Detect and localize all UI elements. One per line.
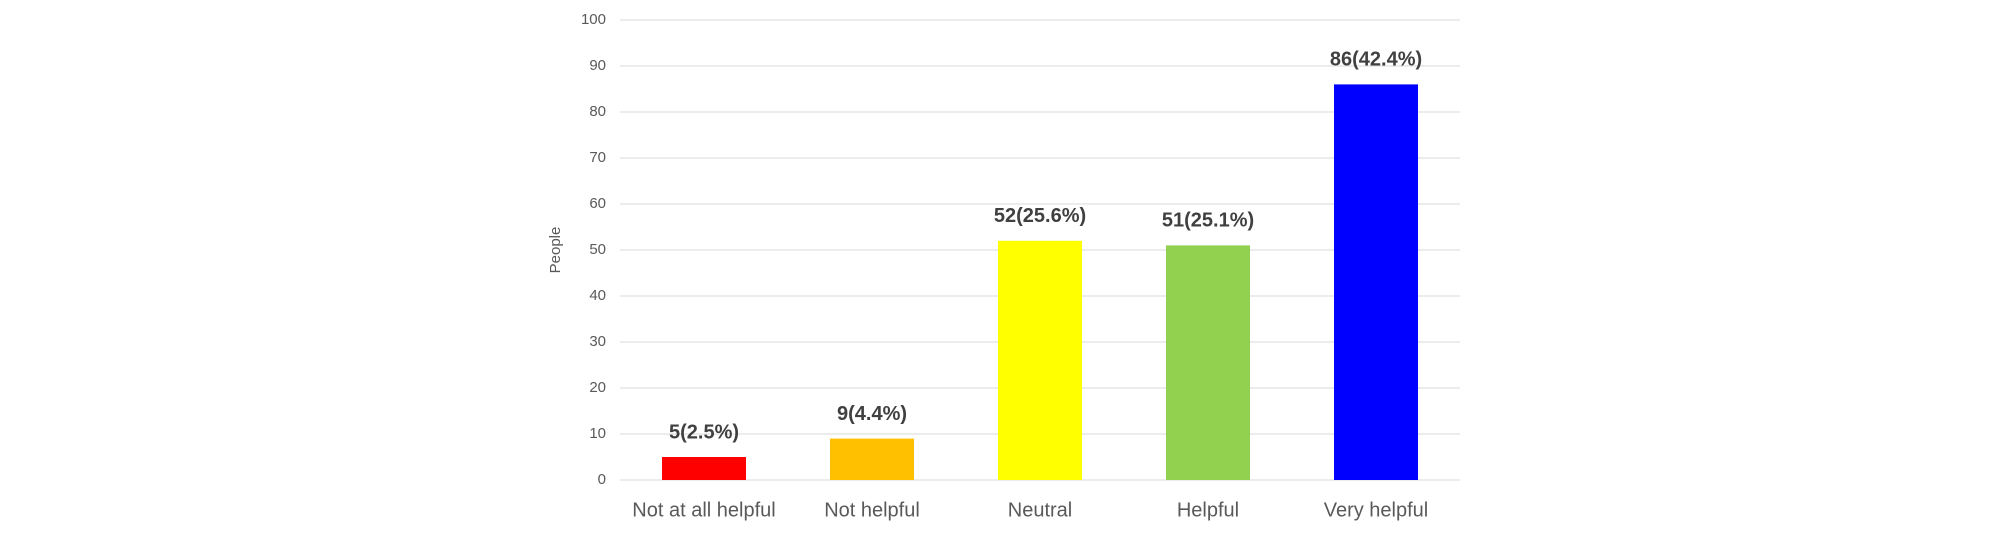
y-tick-label: 30 [589,333,606,350]
bar [662,457,746,480]
y-axis-label: People [547,227,564,274]
x-tick-label: Neutral [1008,499,1072,521]
y-tick-label: 0 [598,471,606,488]
y-tick-label: 20 [589,379,606,396]
data-label: 86(42.4%) [1330,49,1422,71]
data-label: 5(2.5%) [669,421,739,443]
bar [1166,245,1250,480]
bar [998,240,1082,480]
data-label: 52(25.6%) [994,205,1086,227]
y-tick-label: 60 [589,195,606,212]
bar [830,438,914,480]
y-tick-label: 90 [589,57,606,74]
bar [1334,84,1418,481]
y-tick-label: 80 [589,103,606,120]
data-label: 51(25.1%) [1162,210,1254,232]
y-tick-label: 40 [589,287,606,304]
y-tick-label: 100 [581,11,606,28]
data-label: 9(4.4%) [837,403,907,425]
x-tick-label: Not at all helpful [632,499,775,521]
y-tick-label: 70 [589,149,606,166]
y-tick-label: 10 [589,425,606,442]
y-tick-label: 50 [589,241,606,258]
x-tick-label: Not helpful [824,499,920,521]
x-tick-label: Very helpful [1324,499,1429,521]
x-tick-label: Helpful [1177,499,1239,521]
